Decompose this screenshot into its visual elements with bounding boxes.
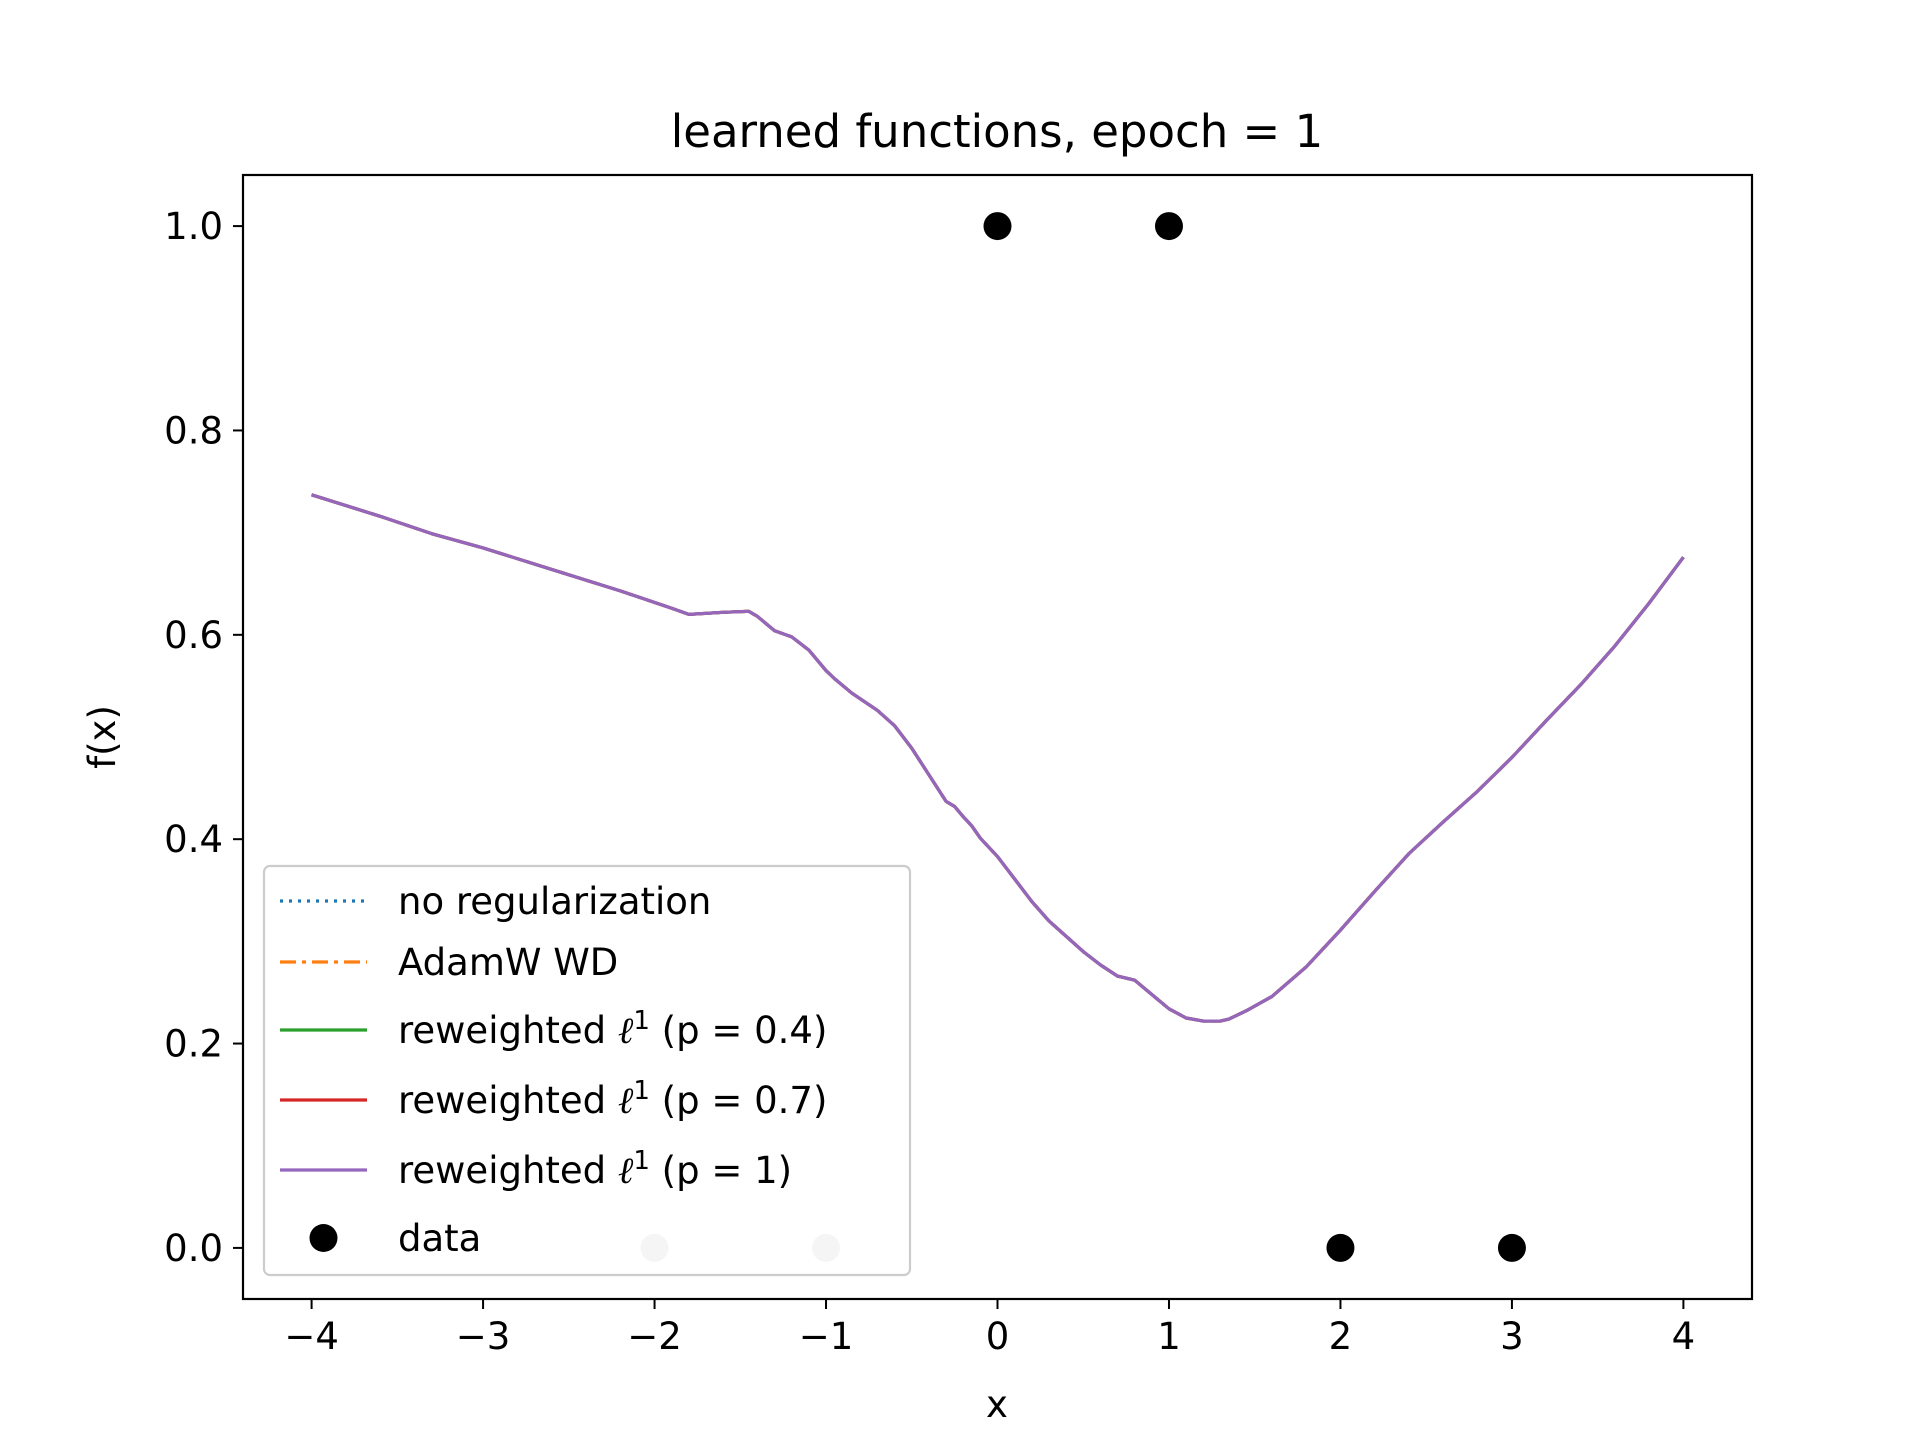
legend-marker-data: [309, 1224, 338, 1252]
x-tick-label: −1: [799, 1315, 854, 1358]
y-tick-label: 0.6: [164, 614, 223, 657]
x-axis-label: x: [986, 1383, 1008, 1426]
x-tick-label: 1: [1157, 1315, 1181, 1358]
legend-label-2: reweighted ℓ1 (p = 0.4): [398, 1006, 827, 1052]
series-layer: [311, 493, 1685, 1023]
x-tick-label: 4: [1672, 1315, 1696, 1358]
x-tick-label: −3: [456, 1315, 511, 1358]
data-point: [1497, 1233, 1526, 1262]
x-tick-label: 0: [986, 1315, 1010, 1358]
legend-label-3: reweighted ℓ1 (p = 0.7): [398, 1076, 827, 1122]
x-axis: −4 −3 −2 −1 0 1 2 3 4: [284, 1299, 1695, 1358]
legend: no regularization AdamW WD reweighted ℓ1 (…: [262, 864, 912, 1277]
chart-title: learned functions, epoch = 1: [671, 105, 1323, 158]
data-point: [983, 212, 1012, 241]
y-tick-label: 0.2: [164, 1023, 223, 1066]
y-tick-label: 0.4: [164, 818, 223, 861]
series-line-4: [311, 493, 1685, 1023]
x-tick-label: 2: [1329, 1315, 1353, 1358]
y-tick-label: 0.8: [164, 409, 223, 452]
x-tick-label: −4: [284, 1315, 339, 1358]
legend-frame: [262, 864, 912, 1277]
data-point: [1326, 1233, 1355, 1262]
legend-label-4: reweighted ℓ1 (p = 1): [398, 1146, 792, 1192]
data-point: [1154, 212, 1183, 241]
y-axis: 0.0 0.2 0.4 0.6 0.8 1.0: [164, 205, 243, 1270]
legend-label-5: data: [398, 1217, 481, 1260]
x-tick-label: 3: [1500, 1315, 1524, 1358]
x-tick-label: −2: [627, 1315, 682, 1358]
y-axis-label: f(x): [81, 705, 124, 769]
legend-entries: no regularization AdamW WD reweighted ℓ1 (…: [280, 880, 827, 1260]
legend-label-1: AdamW WD: [398, 941, 618, 984]
y-tick-label: 0.0: [164, 1227, 223, 1270]
legend-label-0: no regularization: [398, 880, 711, 923]
y-tick-label: 1.0: [164, 205, 223, 248]
